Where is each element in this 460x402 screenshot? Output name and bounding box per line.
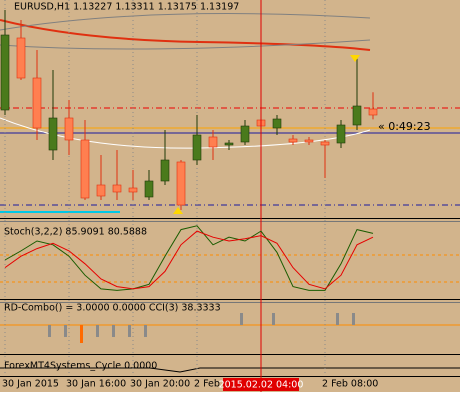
candle-body <box>224 142 234 146</box>
candle-body <box>272 118 282 129</box>
arrow-down <box>350 55 360 62</box>
candle-body <box>192 134 202 161</box>
candle-body <box>0 34 10 111</box>
timer: « 0:49:23 <box>378 120 431 133</box>
candle-body <box>336 124 346 144</box>
candle-body <box>208 136 218 148</box>
panel-title: EURUSD,H1 1.13227 1.13311 1.13175 1.1319… <box>14 2 239 13</box>
candle-body <box>352 105 362 126</box>
x-tick-label: 30 Jan 16:00 <box>66 379 126 390</box>
candle-body <box>144 180 154 198</box>
rd-bars <box>48 313 355 343</box>
crosshair-label: 2015.02.02 04:00 <box>219 380 304 391</box>
candle-body <box>160 159 170 182</box>
stoch-line <box>4 230 374 290</box>
cycle-line <box>0 367 460 373</box>
x-tick-label: 2 Feb <box>194 379 220 390</box>
x-tick-label: 30 Jan 20:00 <box>130 379 190 390</box>
candle-body <box>128 187 138 193</box>
candle-body <box>288 138 298 143</box>
candle-body <box>96 184 106 197</box>
candle-body <box>64 117 74 141</box>
candle-body <box>112 184 122 193</box>
candle-body <box>368 108 378 116</box>
bottom-strip <box>0 392 460 402</box>
crosshair-label-bg <box>223 378 299 391</box>
panel-title: ForexMT4Systems_Cycle 0.0000 <box>4 361 157 372</box>
candle-body <box>320 141 330 146</box>
panel-borders <box>0 218 460 377</box>
candle-body <box>176 161 186 206</box>
x-tick-label: 30 Jan 2015 <box>2 379 59 390</box>
level-lines <box>0 13 460 326</box>
candle-body <box>48 117 58 151</box>
x-tick-label: 2 Feb 08:00 <box>322 379 378 390</box>
candle-body <box>304 139 314 143</box>
candle-body <box>80 139 90 199</box>
arrow-up <box>173 207 183 214</box>
panel-title: RD-Combo() = 3.0000 0.0000 CCI(3) 38.333… <box>4 303 221 314</box>
candle-body <box>240 125 250 143</box>
candle-body <box>32 77 42 129</box>
panel-title: Stoch(3,2,2) 85.9091 80.5888 <box>4 227 147 238</box>
candle-body <box>16 37 26 79</box>
stoch-line <box>4 225 374 291</box>
